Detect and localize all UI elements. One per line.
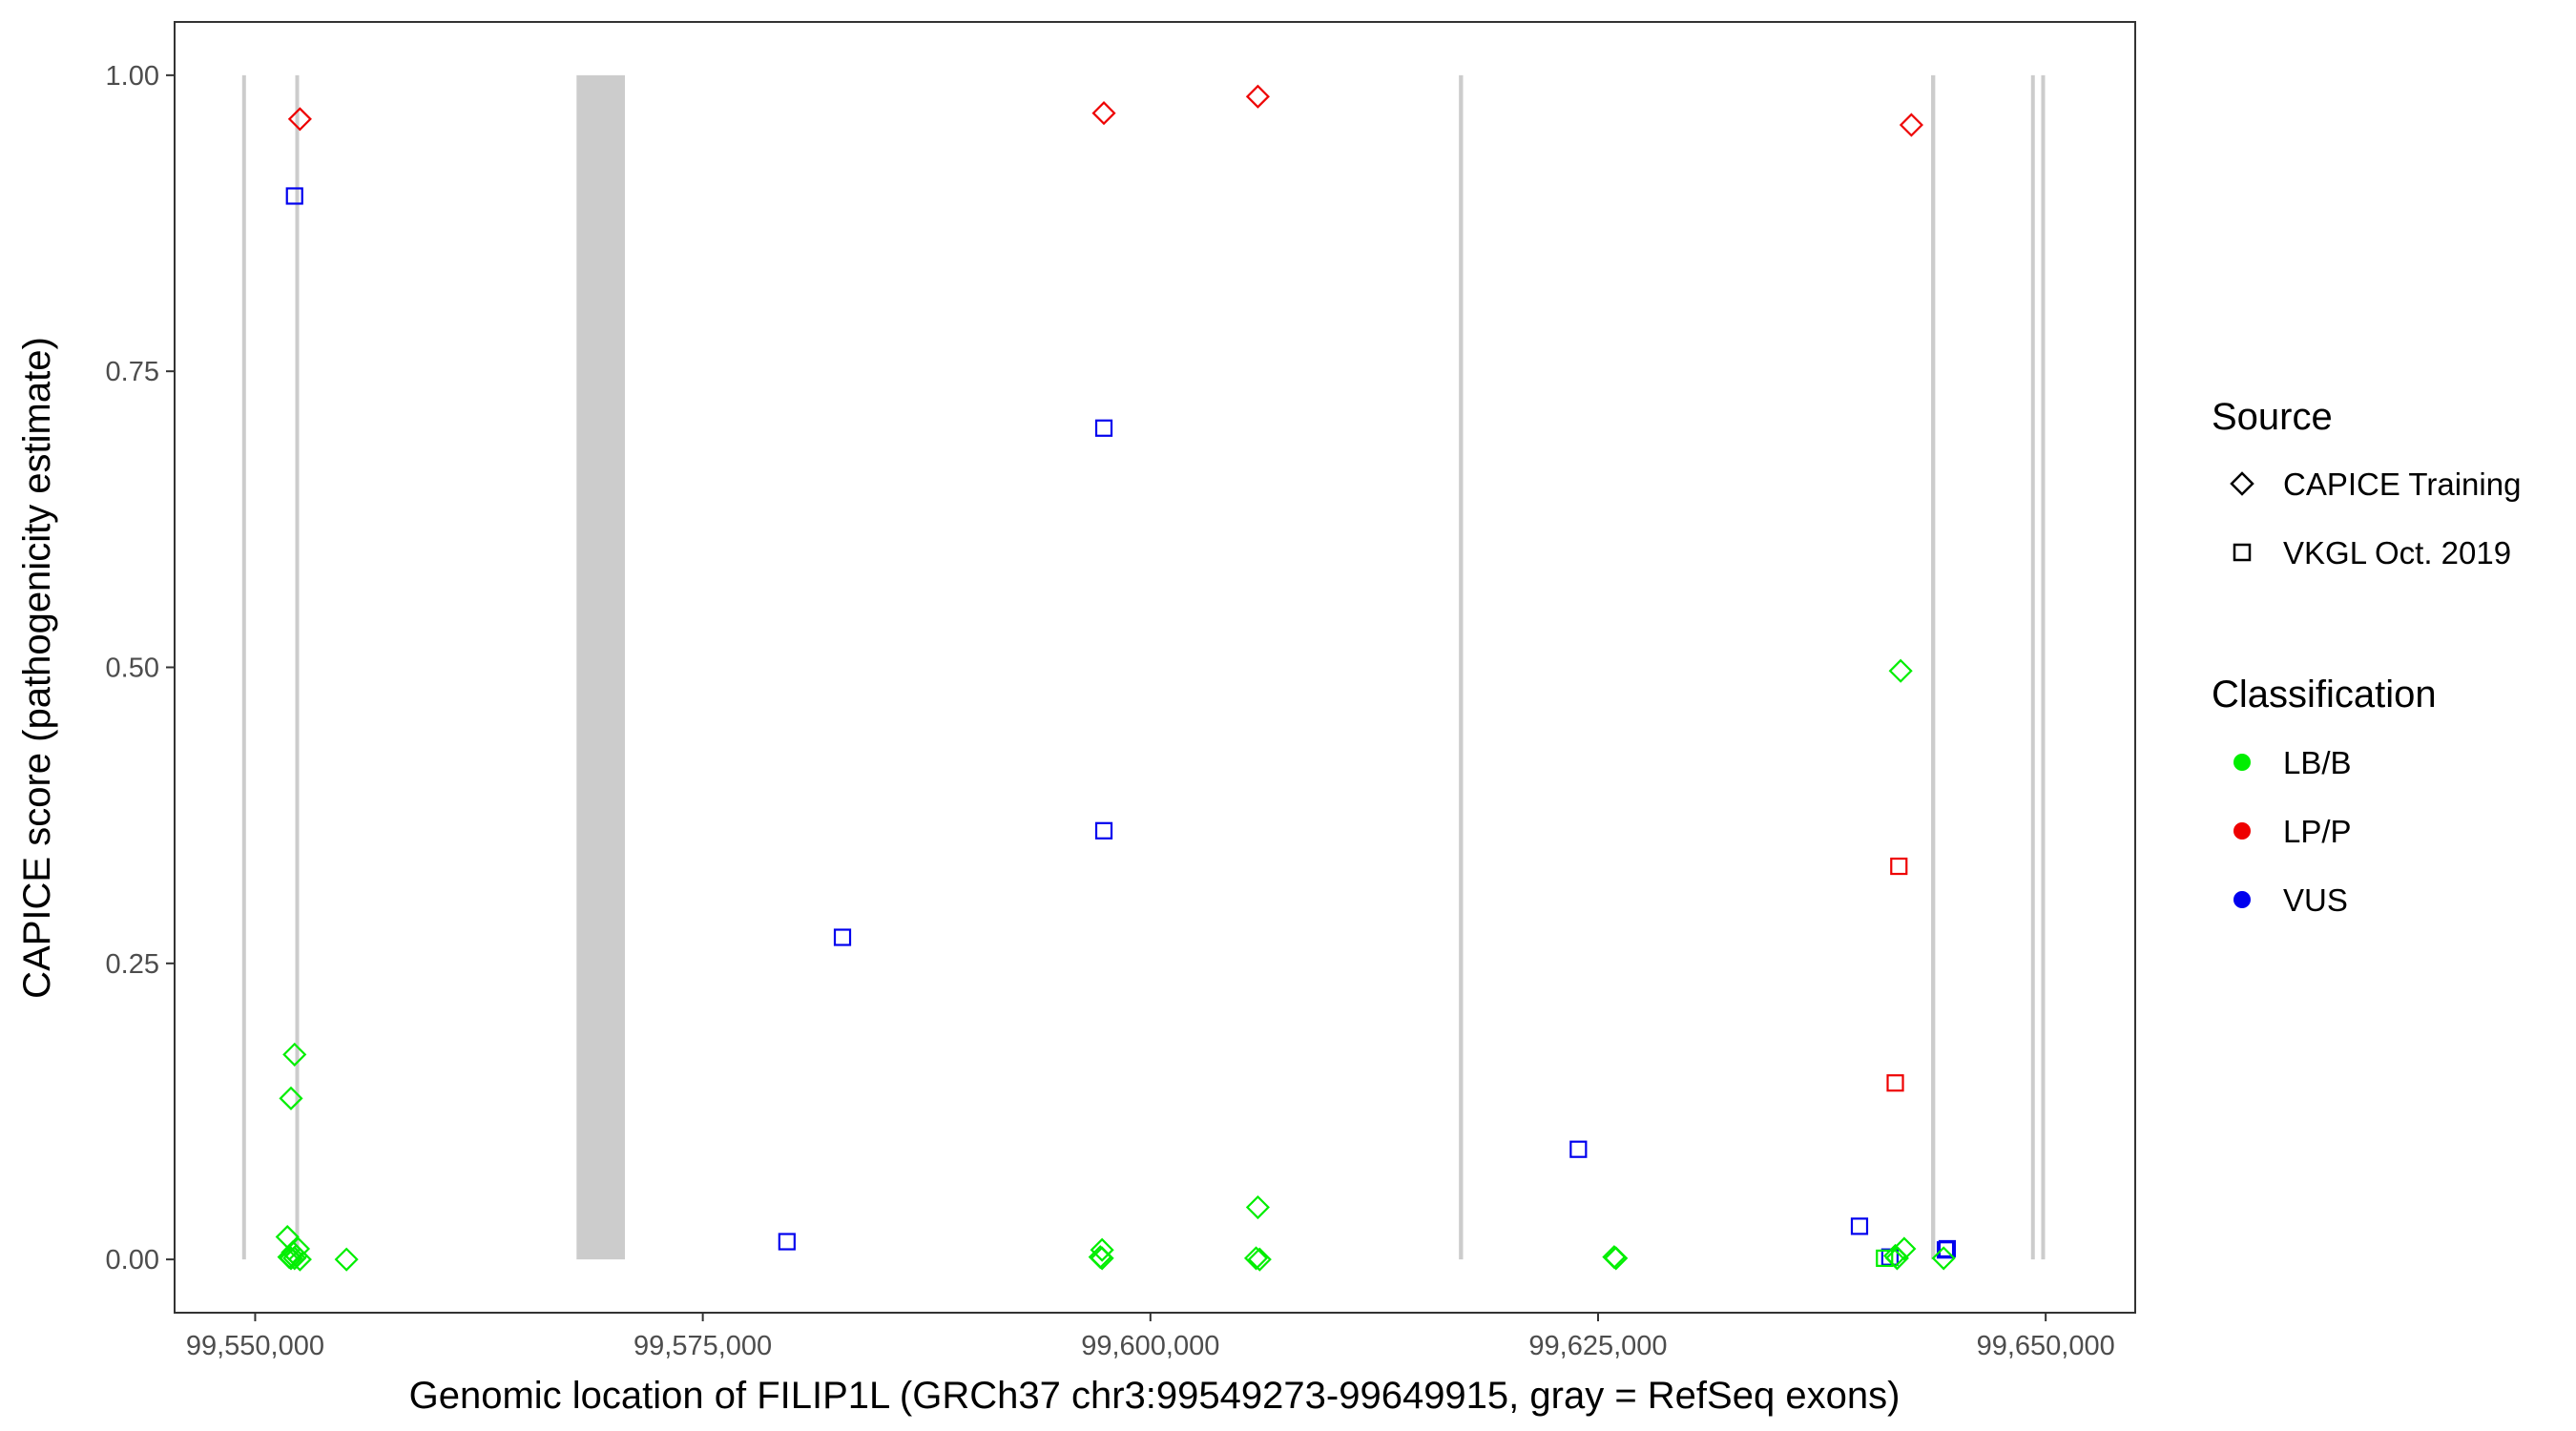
data-point-square <box>778 1233 796 1251</box>
x-tick-label: 99,600,000 <box>1081 1331 1219 1361</box>
dot-icon-red <box>2233 822 2251 840</box>
diamond-icon <box>2230 471 2254 496</box>
data-point-diamond <box>334 1247 359 1272</box>
data-point-square <box>1936 1241 1955 1259</box>
data-point-diamond <box>279 1086 303 1110</box>
x-axis-title: Genomic location of FILIP1L (GRCh37 chr3… <box>409 1375 1901 1417</box>
data-point-square <box>1886 1074 1904 1092</box>
data-point-square <box>1890 857 1908 876</box>
data-point-diamond <box>1892 1236 1917 1261</box>
exon-band <box>241 74 246 1260</box>
data-point-square <box>1876 1249 1894 1268</box>
data-point-diamond <box>1884 1246 1909 1271</box>
y-tick-label: 0.25 <box>106 949 159 980</box>
x-tick-label: 99,550,000 <box>186 1331 324 1361</box>
data-point-diamond <box>279 1246 303 1271</box>
data-point-diamond <box>1888 658 1913 683</box>
legend-item-vkgl: VKGL Oct. 2019 <box>2233 535 2511 570</box>
exon-layer <box>241 74 2046 1260</box>
legend: Source CAPICE Training VKGL Oct. 2019 Cl… <box>2212 396 2521 918</box>
dot-icon-green <box>2233 754 2251 771</box>
legend-label: LP/P <box>2283 814 2352 849</box>
legend-label: VKGL Oct. 2019 <box>2283 535 2511 570</box>
x-tick-label: 99,625,000 <box>1528 1331 1667 1361</box>
legend-label: LB/B <box>2283 745 2352 780</box>
data-point-diamond <box>1245 84 1270 109</box>
data-point-diamond <box>1245 1194 1270 1220</box>
legend-classification-title: Classification <box>2212 674 2437 716</box>
exon-band <box>1931 74 1936 1260</box>
y-tick-label: 0.50 <box>106 653 159 684</box>
square-icon <box>2233 543 2252 562</box>
exon-band <box>295 74 300 1260</box>
legend-item-lb-b: LB/B <box>2233 745 2352 780</box>
exon-band <box>576 74 625 1260</box>
point-layer <box>275 84 1957 1272</box>
data-point-diamond <box>1604 1246 1629 1271</box>
exon-band <box>2041 74 2046 1260</box>
legend-item-capice-training: CAPICE Training <box>2230 467 2521 502</box>
exon-band <box>1459 74 1464 1260</box>
data-point-diamond <box>1090 1237 1114 1262</box>
plot-panel-border <box>174 21 2136 1314</box>
legend-item-lp-p: LP/P <box>2233 814 2352 849</box>
data-point-square <box>1094 419 1113 437</box>
legend-item-vus: VUS <box>2233 882 2348 918</box>
legend-source-title: Source <box>2212 396 2333 438</box>
x-tick-label: 99,575,000 <box>634 1331 772 1361</box>
data-point-square <box>1569 1140 1588 1158</box>
y-tick-label: 1.00 <box>106 61 159 92</box>
data-point-diamond <box>1899 113 1923 137</box>
data-point-diamond <box>1931 1246 1956 1271</box>
data-point-diamond <box>282 1246 307 1271</box>
data-point-diamond <box>287 1247 312 1272</box>
y-tick-label: 0.00 <box>106 1245 159 1275</box>
y-axis-title: CAPICE score (pathogenicity estimate) <box>16 337 58 999</box>
data-point-diamond <box>287 107 312 132</box>
x-tick-label: 99,650,000 <box>1977 1331 2115 1361</box>
dot-icon-blue <box>2233 891 2251 908</box>
exon-band <box>2030 74 2035 1260</box>
data-point-diamond <box>282 1042 307 1067</box>
data-point-square <box>1850 1217 1869 1235</box>
data-point-square <box>1938 1239 1957 1258</box>
data-point-square <box>285 187 303 205</box>
legend-label: VUS <box>2283 882 2348 918</box>
axis-layer: 0.00 0.25 0.50 0.75 1.00 99,550,000 99,575,000… <box>106 61 2115 1361</box>
legend-label: CAPICE Training <box>2283 467 2521 502</box>
data-point-diamond <box>1091 101 1116 126</box>
data-point-square <box>1094 821 1113 840</box>
data-point-diamond <box>1090 1246 1114 1271</box>
data-point-square <box>833 928 852 946</box>
data-point-diamond <box>1243 1246 1269 1271</box>
y-tick-label: 0.75 <box>106 357 159 387</box>
data-point-diamond <box>1247 1247 1272 1272</box>
